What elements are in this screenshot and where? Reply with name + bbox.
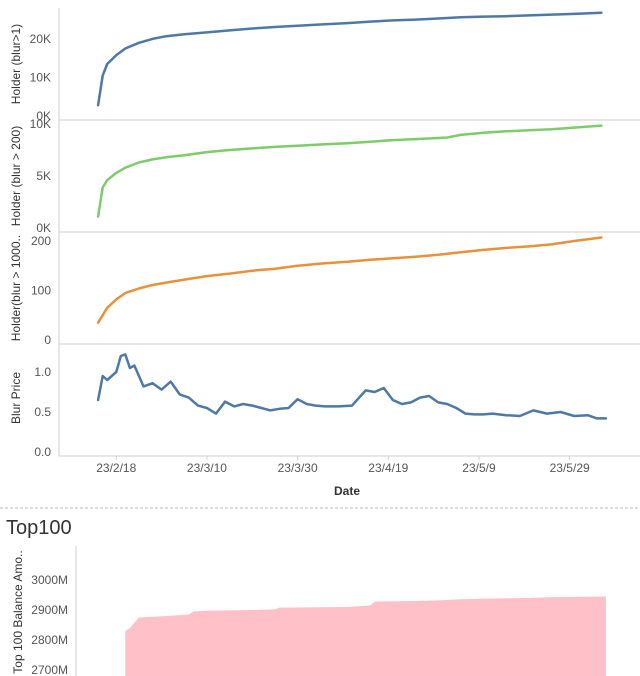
- y-tick-label: 100: [31, 283, 51, 297]
- series-line: [96, 236, 603, 324]
- y-tick-label: 20K: [30, 32, 51, 46]
- y-axis-label: Top 100 Balance Amo..: [11, 550, 25, 673]
- series-line: [96, 124, 603, 218]
- chart-panel-3: 0.0 0.5 1.0 Blur Price: [9, 353, 608, 459]
- x-axis: 23/2/18 23/3/10 23/3/30 23/4/19 23/5/9 23/5/2…: [96, 456, 590, 475]
- y-tick-label: 0K: [36, 221, 51, 235]
- chart-panel-0: 0K 10K 20K Holder (blur>1): [9, 11, 603, 123]
- y-tick-label: 0K: [36, 109, 51, 123]
- y-tick-label: 2900M: [31, 603, 68, 617]
- x-tick-label: 23/5/29: [550, 461, 590, 475]
- x-tick-label: 23/3/30: [278, 461, 318, 475]
- x-tick-label: 23/2/18: [96, 461, 136, 475]
- y-axis-label: Holder (blur>1): [9, 24, 23, 104]
- x-tick-label: 23/5/9: [462, 461, 496, 475]
- chart-panel-2: 0 100 200 Holder(blur > 1000..: [9, 234, 603, 347]
- y-tick-label: 0.5: [34, 405, 51, 419]
- series-area: [125, 596, 606, 676]
- y-tick-label: 0.0: [34, 445, 51, 459]
- y-tick-label: 2800M: [31, 633, 68, 647]
- series-line: [96, 11, 603, 107]
- chart-panel-1: 0K 5K 10K Holder (blur > 200): [9, 117, 603, 235]
- chart-panel-4: 2700M 2800M 2900M 3000M Top 100 Balance Amo.…: [11, 550, 606, 676]
- panel-frames: [0, 8, 640, 676]
- y-tick-label: 0: [44, 333, 51, 347]
- y-tick-label: 3000M: [31, 573, 68, 587]
- series-line: [96, 353, 608, 420]
- y-tick-label: 200: [31, 234, 51, 248]
- y-tick-label: 1.0: [34, 365, 51, 379]
- y-tick-label: 10K: [30, 117, 51, 131]
- y-tick-label: 2700M: [31, 663, 68, 676]
- y-tick-label: 10K: [30, 70, 51, 84]
- y-axis-label: Blur Price: [9, 372, 23, 424]
- top100-title: Top100: [6, 517, 72, 539]
- x-axis-label: Date: [334, 484, 360, 498]
- y-axis-label: Holder (blur > 200): [9, 126, 23, 226]
- x-tick-label: 23/4/19: [368, 461, 408, 475]
- y-tick-label: 5K: [36, 169, 51, 183]
- y-axis-label: Holder(blur > 1000..: [9, 235, 23, 341]
- x-tick-label: 23/3/10: [187, 461, 227, 475]
